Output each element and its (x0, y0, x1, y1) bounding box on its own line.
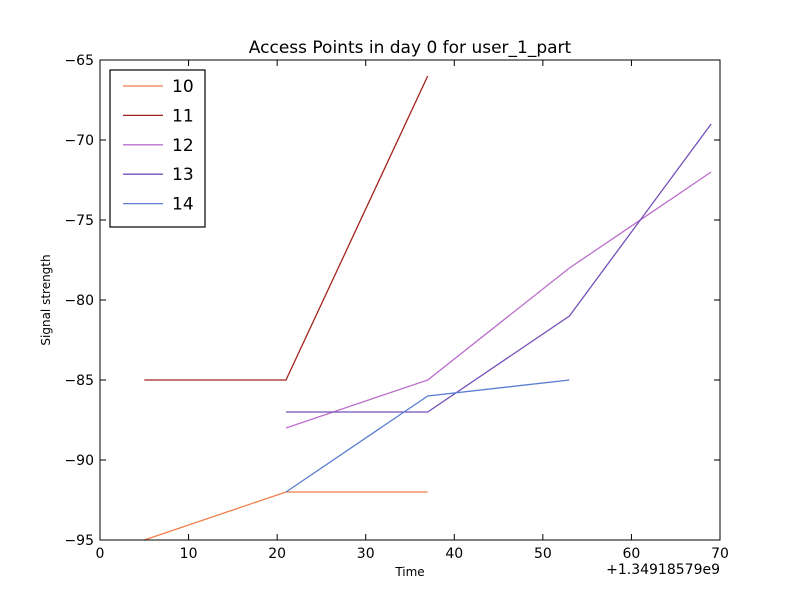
series-line-14 (285, 379, 570, 493)
legend-label: 10 (172, 77, 194, 97)
y-tick-label: −75 (64, 213, 94, 229)
y-axis-label: Signal strength (39, 254, 53, 345)
y-tick-label: −80 (64, 293, 94, 309)
legend-label: 12 (172, 136, 194, 156)
legend: 10 11 12 13 14 (109, 69, 206, 228)
series-line-11 (144, 75, 429, 381)
x-offset-label: +1.34918579e9 (606, 562, 720, 578)
legend-label: 13 (172, 165, 194, 185)
x-axis-label: Time (394, 565, 424, 579)
y-tick-label: −85 (64, 373, 94, 389)
y-tick-label: −90 (64, 453, 94, 469)
x-tick-label: 0 (96, 546, 105, 562)
y-tick-label: −65 (64, 53, 94, 69)
x-tick-label: 70 (711, 546, 729, 562)
x-tick-label: 30 (357, 546, 375, 562)
legend-label: 14 (172, 195, 194, 215)
legend-box (109, 69, 206, 228)
legend-label: 11 (172, 106, 194, 126)
x-tick-label: 60 (623, 546, 641, 562)
chart-title: Access Points in day 0 for user_1_part (249, 38, 572, 58)
x-tick-label: 20 (268, 546, 286, 562)
series-layer (144, 75, 712, 541)
x-tick-label: 10 (180, 546, 198, 562)
series-line-13 (286, 123, 712, 413)
y-tick-label: −95 (64, 533, 94, 549)
x-tick-label: 40 (445, 546, 463, 562)
ticks-layer: 0 10 20 30 40 50 60 70 −95 −90 −85 −80 −75 −70 −65 (64, 53, 728, 562)
y-tick-label: −70 (64, 133, 94, 149)
x-tick-label: 50 (534, 546, 552, 562)
